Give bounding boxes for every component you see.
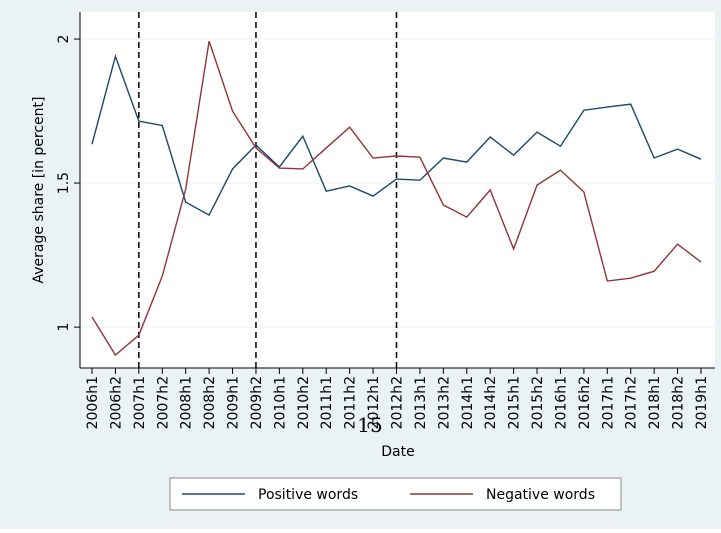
x-tick-label: 2010h2 bbox=[296, 376, 312, 429]
x-tick-label: 2018h2 bbox=[671, 376, 687, 429]
legend-label: Positive words bbox=[258, 487, 358, 503]
page-number: 15 bbox=[357, 413, 382, 437]
y-axis-label: Average share [in percent] bbox=[31, 97, 47, 284]
x-tick-label: 2017h2 bbox=[624, 376, 640, 429]
x-tick-label: 2014h2 bbox=[483, 376, 499, 429]
legend-label: Negative words bbox=[486, 487, 595, 503]
series-line bbox=[91, 40, 702, 357]
x-tick-label: 2019h1 bbox=[694, 376, 710, 429]
x-tick-label: 2008h1 bbox=[179, 376, 195, 429]
x-tick-label: 2015h2 bbox=[530, 376, 546, 429]
x-tick-label: 2007h1 bbox=[132, 376, 148, 429]
x-tick-label: 2015h1 bbox=[507, 376, 523, 429]
x-tick-label: 2016h2 bbox=[577, 376, 593, 429]
plot-area bbox=[80, 12, 715, 368]
x-tick-label: 2014h1 bbox=[460, 376, 476, 429]
x-tick-label: 2016h1 bbox=[553, 376, 569, 429]
x-axis-label: Date bbox=[381, 444, 414, 460]
x-tick-label: 2008h2 bbox=[202, 376, 218, 429]
y-tick-label: 1 bbox=[56, 323, 72, 332]
x-tick-label: 2013h1 bbox=[413, 376, 429, 429]
legend-box bbox=[169, 477, 622, 511]
x-tick-label: 2011h2 bbox=[343, 376, 359, 429]
x-tick-label: 2018h1 bbox=[647, 376, 663, 429]
x-tick-label: 2017h1 bbox=[600, 376, 616, 429]
y-tick-label: 1.5 bbox=[56, 172, 72, 194]
x-tick-label: 2006h2 bbox=[108, 376, 124, 429]
x-tick-label: 2012h1 bbox=[366, 376, 382, 429]
x-tick-label: 2009h2 bbox=[249, 376, 265, 429]
x-tick-label: 2009h1 bbox=[226, 376, 242, 429]
x-tick-label: 2012h2 bbox=[390, 376, 406, 429]
y-tick-label: 2 bbox=[56, 35, 72, 44]
series-line bbox=[91, 54, 702, 217]
x-tick-label: 2010h1 bbox=[272, 376, 288, 429]
x-tick-label: 2011h1 bbox=[319, 376, 335, 429]
x-tick-label: 2013h2 bbox=[436, 376, 452, 429]
x-tick-label: 2007h2 bbox=[155, 376, 171, 429]
x-tick-label: 2006h1 bbox=[85, 376, 101, 429]
